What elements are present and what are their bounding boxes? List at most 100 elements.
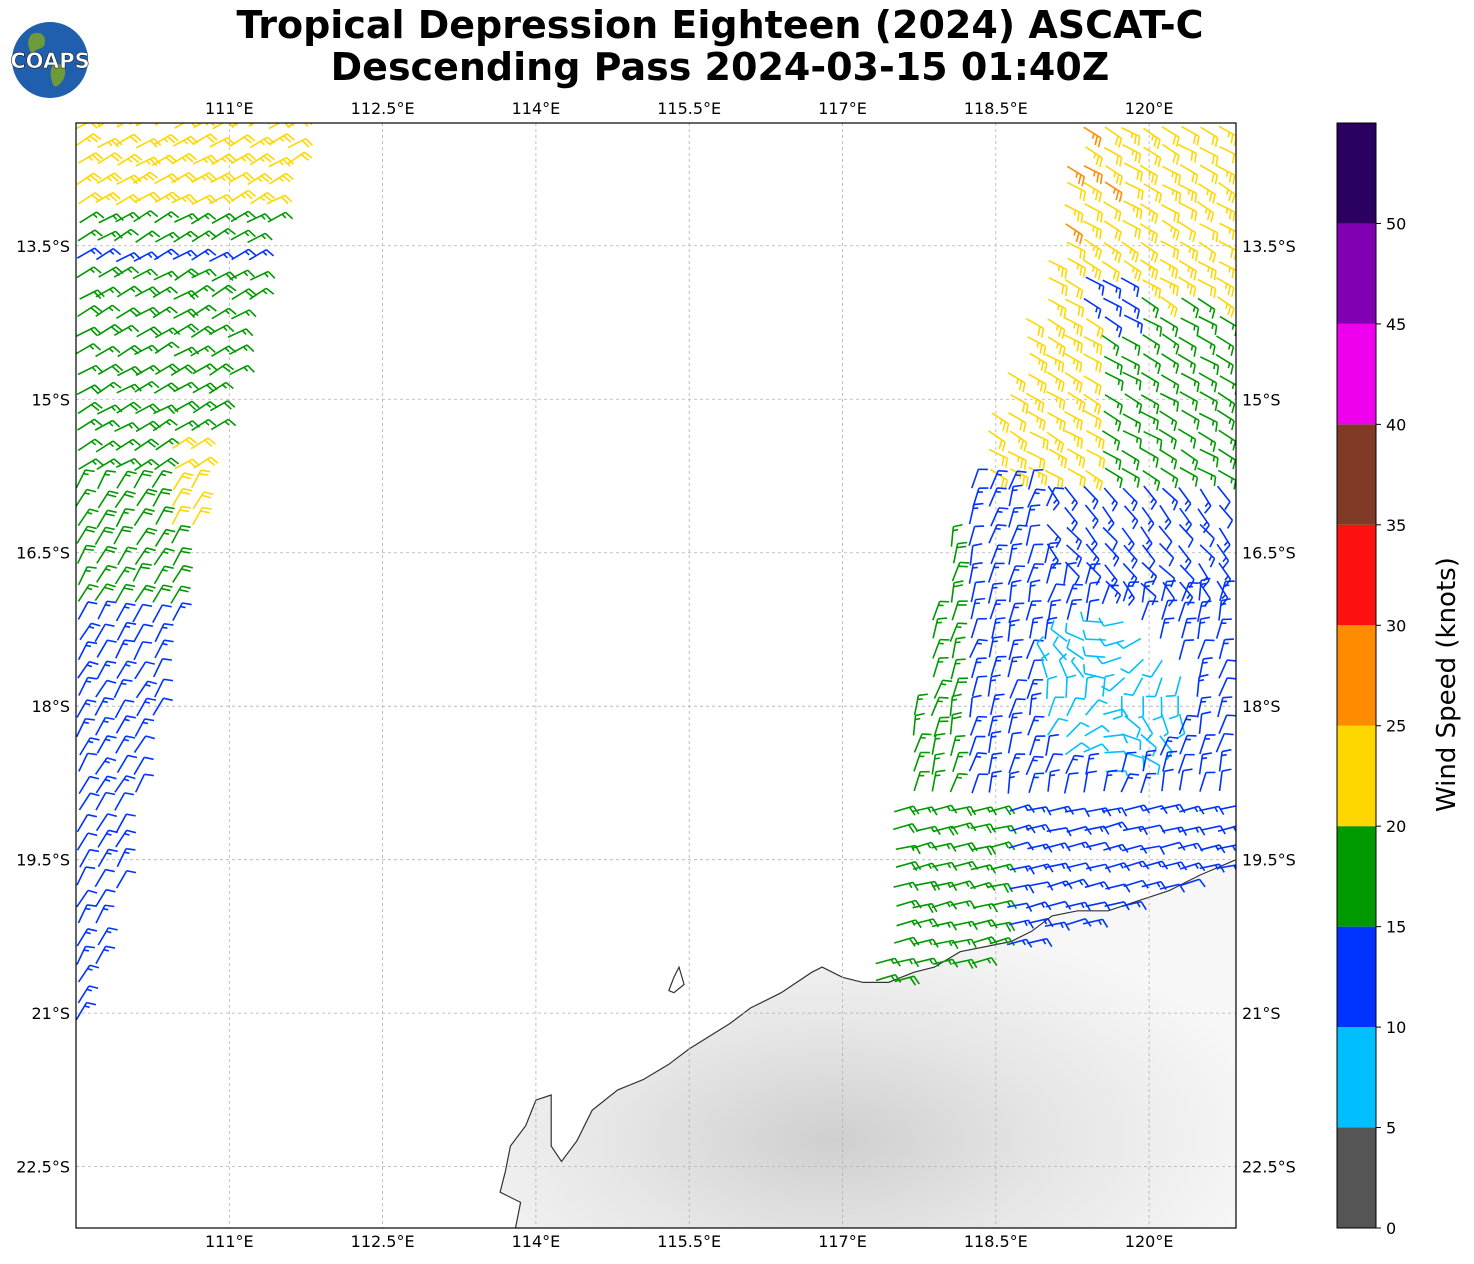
colorbar-tick-label: 40: [1386, 415, 1406, 434]
wind-barb: [1197, 260, 1217, 281]
wind-barb: [95, 888, 116, 908]
wind-barb: [930, 696, 949, 717]
wind-barb: [1161, 219, 1180, 241]
wind-barb: [96, 545, 118, 564]
wind-barb: [1101, 430, 1121, 451]
wind-barb: [1198, 577, 1211, 601]
wind-barb: [1122, 487, 1138, 512]
wind-barb: [1066, 862, 1092, 872]
wind-barb: [1115, 637, 1142, 650]
wind-barb: [1102, 506, 1115, 532]
wind-barb: [1083, 353, 1102, 373]
wind-barb: [932, 617, 948, 639]
wind-barb: [1083, 259, 1102, 281]
lon-tick-label-top: 120°E: [1125, 99, 1174, 118]
wind-barb: [76, 866, 96, 886]
wind-barb: [77, 583, 99, 602]
wind-barb: [1143, 127, 1161, 150]
wind-barb: [1143, 183, 1162, 204]
wind-barb: [1029, 352, 1048, 374]
wind-barb: [1010, 394, 1029, 415]
wind-barb: [1122, 581, 1140, 602]
wind-barb: [1050, 620, 1068, 642]
wind-barb: [249, 153, 275, 166]
wind-barb: [1152, 696, 1163, 721]
wind-barb: [1145, 677, 1163, 698]
colorbar-tick-label: 10: [1386, 1018, 1406, 1037]
wind-barb: [988, 448, 1008, 468]
wind-barb: [79, 848, 100, 868]
wind-barb: [1143, 146, 1162, 168]
wind-barb: [1122, 144, 1142, 164]
wind-barb: [1197, 508, 1210, 534]
wind-barb: [172, 472, 194, 491]
wind-barb: [1082, 629, 1106, 641]
wind-barb: [115, 508, 135, 528]
wind-barb: [1026, 806, 1052, 816]
wind-barbs: [76, 123, 1236, 1021]
wind-barb: [133, 641, 153, 661]
wind-barb: [1085, 146, 1103, 168]
wind-barb: [1197, 616, 1211, 640]
title-line-2: Descending Pass 2024-03-15 01:40Z: [330, 45, 1110, 89]
wind-barb: [1048, 259, 1068, 279]
wind-barb: [249, 287, 275, 300]
wind-barb: [931, 804, 958, 814]
wind-barb: [1082, 220, 1102, 240]
wind-barb: [1083, 770, 1097, 793]
wind-barb: [1070, 656, 1085, 678]
wind-barb: [950, 822, 977, 832]
wind-barb: [116, 754, 138, 774]
wind-barb: [1008, 698, 1026, 718]
wind-barb: [1103, 821, 1129, 831]
wind-barb: [1181, 297, 1200, 319]
wind-barb: [117, 546, 138, 566]
lat-tick-label-left: 13.5°S: [16, 237, 70, 256]
wind-barb: [1198, 711, 1212, 734]
wind-barb: [96, 735, 117, 754]
wind-barb: [1063, 429, 1084, 449]
wind-barb: [78, 152, 104, 164]
wind-barb: [136, 488, 158, 507]
wind-barb: [1198, 372, 1218, 393]
wind-barb: [1122, 371, 1142, 391]
wind-barb: [94, 583, 116, 601]
colorbar-tick-label: 50: [1386, 214, 1406, 233]
wind-barb: [1199, 164, 1219, 185]
wind-barb: [1104, 316, 1123, 338]
wind-barb: [932, 600, 950, 621]
wind-barb: [1181, 125, 1200, 146]
wind-barb: [116, 470, 137, 489]
wind-barb: [1219, 580, 1235, 602]
lat-tick-label-left: 19.5°S: [16, 851, 70, 870]
wind-barb: [192, 133, 218, 145]
wind-barb: [990, 655, 1007, 677]
wind-barb: [211, 284, 237, 298]
wind-barb: [1140, 241, 1159, 264]
wind-barb: [247, 232, 273, 244]
wind-barb: [1098, 637, 1125, 647]
wind-barb: [230, 134, 256, 147]
wind-barb: [1104, 542, 1120, 567]
wind-barb: [914, 957, 940, 967]
wind-barb: [1219, 805, 1236, 811]
wind-barb: [1066, 181, 1086, 202]
wind-barb: [1200, 126, 1219, 148]
wind-barb: [77, 566, 97, 586]
wind-barb: [987, 674, 1001, 697]
wind-barb: [1085, 752, 1100, 775]
wind-barb: [988, 430, 1006, 452]
wind-barb: [1028, 466, 1048, 486]
colorbar-band: [1337, 1127, 1376, 1228]
wind-barb: [968, 735, 986, 756]
wind-barb: [171, 171, 197, 184]
wind-barb: [969, 543, 983, 566]
wind-barb: [113, 266, 140, 278]
chart-title: Tropical Depression Eighteen (2024) ASCA…: [130, 4, 1310, 88]
wind-barb: [210, 172, 236, 184]
wind-barb: [951, 561, 970, 582]
wind-barb: [76, 544, 96, 564]
wind-barb: [173, 381, 199, 393]
wind-barb: [77, 304, 103, 318]
wind-barb: [1103, 733, 1129, 744]
